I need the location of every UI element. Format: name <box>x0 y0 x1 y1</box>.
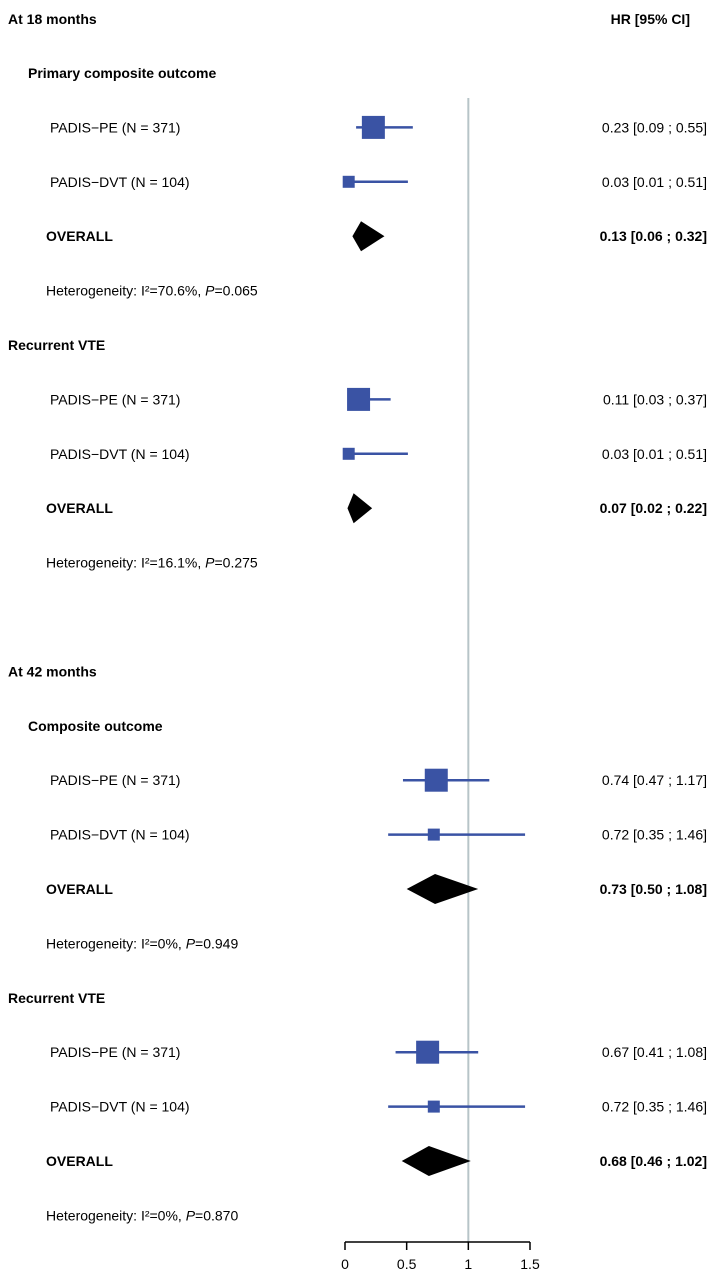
hr-marker <box>347 387 371 411</box>
ci-value: 0.03 [0.01 ; 0.51] <box>602 446 707 462</box>
study-label: PADIS−DVT (N = 104) <box>50 174 190 190</box>
ci-value: 0.23 [0.09 ; 0.55] <box>602 119 707 135</box>
study-label: PADIS−DVT (N = 104) <box>50 1099 190 1115</box>
study-label: PADIS−PE (N = 371) <box>50 1044 180 1060</box>
ci-value: 0.03 [0.01 ; 0.51] <box>602 174 707 190</box>
x-axis-tick-label: 0.5 <box>397 1256 417 1272</box>
section-label: Composite outcome <box>28 718 163 734</box>
x-axis: 0 0.5 1 1.5 <box>341 1241 540 1272</box>
overall-label: OVERALL <box>46 500 113 516</box>
ci-value: 0.68 [0.46 ; 1.02] <box>600 1153 707 1169</box>
ci-value: 0.72 [0.35 ; 1.46] <box>602 1099 707 1115</box>
heterogeneity-label: Heterogeneity: I²=70.6%, P=0.065 <box>46 283 258 299</box>
heterogeneity-label: Heterogeneity: I²=0%, P=0.949 <box>46 935 238 951</box>
study-label: PADIS−PE (N = 371) <box>50 391 180 407</box>
x-axis-tick-label: 0 <box>341 1256 349 1272</box>
rows-layer: Primary composite outcome PADIS−PE (N = 3… <box>8 65 707 1223</box>
section-label: Recurrent VTE <box>8 337 105 353</box>
study-label: PADIS−DVT (N = 104) <box>50 827 190 843</box>
x-axis-tick-label: 1 <box>464 1256 472 1272</box>
heterogeneity-label: Heterogeneity: I²=16.1%, P=0.275 <box>46 555 258 571</box>
ci-value: 0.73 [0.50 ; 1.08] <box>600 881 707 897</box>
ci-value: 0.13 [0.06 ; 0.32] <box>600 228 707 244</box>
x-axis-tick-label: 1.5 <box>520 1256 540 1272</box>
study-label: PADIS−PE (N = 371) <box>50 119 180 135</box>
overall-label: OVERALL <box>46 881 113 897</box>
hr-marker <box>427 828 440 841</box>
hr-marker <box>361 115 385 139</box>
overall-diamond <box>401 1146 471 1176</box>
study-label: PADIS−DVT (N = 104) <box>50 446 190 462</box>
overall-label: OVERALL <box>46 1153 113 1169</box>
heterogeneity-label: Heterogeneity: I²=0%, P=0.870 <box>46 1207 238 1223</box>
hr-marker <box>342 447 355 460</box>
overall-diamond <box>352 221 385 252</box>
overall-diamond <box>406 874 479 904</box>
hr-marker <box>427 1100 440 1113</box>
study-label: PADIS−PE (N = 371) <box>50 772 180 788</box>
group-label: At 42 months <box>8 663 97 679</box>
section-label: Primary composite outcome <box>28 65 216 81</box>
overall-label: OVERALL <box>46 228 113 244</box>
overall-diamond <box>347 493 373 524</box>
ci-value: 0.67 [0.41 ; 1.08] <box>602 1044 707 1060</box>
section-label: Recurrent VTE <box>8 990 105 1006</box>
ci-value: 0.07 [0.02 ; 0.22] <box>600 500 707 516</box>
ci-value: 0.74 [0.47 ; 1.17] <box>602 772 707 788</box>
ci-value: 0.72 [0.35 ; 1.46] <box>602 827 707 843</box>
hr-marker <box>424 768 448 792</box>
header-right-label: HR [95% CI] <box>611 11 690 27</box>
hr-marker <box>342 175 355 188</box>
ci-value: 0.11 [0.03 ; 0.37] <box>603 391 707 407</box>
header-left-label: At 18 months <box>8 11 97 27</box>
hr-marker <box>416 1040 440 1064</box>
